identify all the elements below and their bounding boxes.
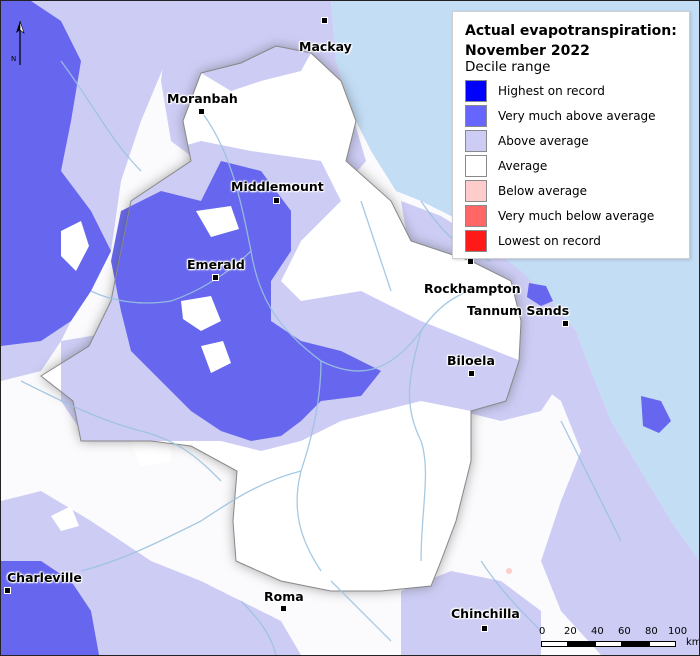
legend-swatch bbox=[465, 155, 487, 177]
legend-item: Very much below average bbox=[465, 205, 685, 227]
town-label-middlemount: Middlemount bbox=[231, 179, 324, 194]
vmaa-tannum bbox=[527, 283, 553, 306]
scale-segment bbox=[568, 641, 595, 647]
legend-subtitle: Decile range bbox=[465, 59, 551, 75]
legend-title: Actual evapotranspiration: November 2022 bbox=[465, 23, 677, 59]
scale-tick: 100 bbox=[668, 626, 688, 637]
legend-swatch bbox=[465, 230, 487, 252]
vmaa-charleville bbox=[1, 561, 99, 655]
legend-panel: Actual evapotranspiration: November 2022… bbox=[452, 11, 690, 259]
scale-tick: 60 bbox=[618, 626, 631, 637]
legend-swatch bbox=[465, 105, 487, 127]
legend-label: Lowest on record bbox=[498, 234, 601, 248]
legend-item: Very much above average bbox=[465, 105, 685, 127]
town-marker bbox=[562, 320, 569, 327]
scale-bar: 0 20 40 60 80 100 km bbox=[531, 625, 700, 655]
legend-swatch bbox=[465, 180, 487, 202]
scale-segment bbox=[622, 641, 649, 647]
legend-label: Below average bbox=[498, 184, 588, 198]
legend-label: Above average bbox=[498, 134, 589, 148]
vmaa-west-strip bbox=[1, 1, 111, 346]
legend-item: Above average bbox=[465, 130, 685, 152]
scale-tick: 80 bbox=[645, 626, 658, 637]
above-average-south-east bbox=[401, 571, 541, 655]
town-label-rockhampton: Rockhampton bbox=[424, 281, 521, 296]
legend-swatch bbox=[465, 130, 487, 152]
region-outline bbox=[40, 45, 522, 592]
town-label-moranbah: Moranbah bbox=[167, 91, 238, 106]
town-label-chinchilla: Chinchilla bbox=[451, 606, 520, 621]
legend-item: Highest on record bbox=[465, 80, 685, 102]
town-label-roma: Roma bbox=[264, 589, 304, 604]
north-arrow-icon bbox=[16, 20, 25, 65]
town-label-biloela: Biloela bbox=[447, 353, 495, 368]
town-label-mackay: Mackay bbox=[299, 39, 352, 54]
town-marker bbox=[468, 370, 475, 377]
legend-label: Very much above average bbox=[498, 109, 656, 123]
legend-label: Highest on record bbox=[498, 84, 605, 98]
town-marker bbox=[467, 258, 474, 265]
legend-item: Average bbox=[465, 155, 685, 177]
legend-label: Very much below average bbox=[498, 209, 655, 223]
legend-label: Average bbox=[498, 159, 548, 173]
legend-item: Lowest on record bbox=[465, 230, 685, 252]
scale-tick: 20 bbox=[564, 626, 577, 637]
town-label-tannum-sands: Tannum Sands bbox=[467, 303, 570, 318]
scale-segment bbox=[595, 641, 622, 647]
town-marker bbox=[321, 17, 328, 24]
scale-tick: 40 bbox=[591, 626, 604, 637]
below-average-patch bbox=[506, 568, 512, 574]
town-marker bbox=[273, 197, 280, 204]
town-label-charleville: Charleville bbox=[7, 570, 82, 585]
scale-segment bbox=[649, 641, 676, 647]
scale-unit: km bbox=[686, 637, 700, 648]
town-marker bbox=[212, 274, 219, 281]
scale-tick: 0 bbox=[539, 626, 546, 637]
vmaa-east-patch bbox=[641, 396, 671, 433]
town-marker bbox=[280, 605, 287, 612]
scale-segment bbox=[541, 641, 568, 647]
north-label: N bbox=[11, 55, 17, 63]
town-marker bbox=[481, 625, 488, 632]
town-marker bbox=[4, 587, 11, 594]
legend-item: Below average bbox=[465, 180, 685, 202]
town-label-emerald: Emerald bbox=[187, 257, 245, 272]
legend-swatch bbox=[465, 205, 487, 227]
legend-swatch bbox=[465, 80, 487, 102]
town-marker bbox=[198, 108, 205, 115]
